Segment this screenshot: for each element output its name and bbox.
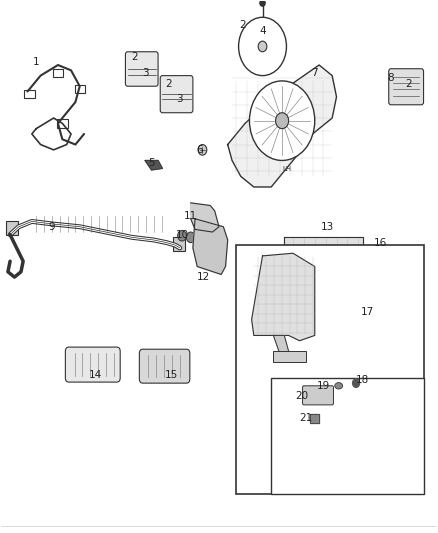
Text: 17: 17 (360, 306, 374, 317)
Text: 12: 12 (197, 272, 210, 282)
Bar (74, 85, 85, 93)
FancyBboxPatch shape (389, 69, 424, 105)
Polygon shape (228, 65, 336, 187)
Text: 2: 2 (240, 20, 246, 30)
Circle shape (250, 81, 315, 160)
Circle shape (276, 113, 289, 128)
Text: 9: 9 (48, 222, 55, 232)
Text: 7: 7 (311, 68, 318, 78)
Circle shape (353, 379, 360, 387)
Circle shape (178, 230, 186, 241)
Polygon shape (191, 203, 219, 232)
Text: 3: 3 (142, 68, 148, 78)
FancyBboxPatch shape (139, 349, 190, 383)
Polygon shape (193, 219, 228, 274)
Circle shape (198, 144, 207, 155)
Circle shape (239, 17, 286, 76)
FancyBboxPatch shape (65, 347, 120, 382)
Polygon shape (273, 335, 289, 354)
Text: 21: 21 (300, 413, 313, 423)
Bar (25, 90, 35, 99)
Text: 18: 18 (356, 375, 369, 385)
Bar (237, 245, 424, 495)
Polygon shape (252, 253, 315, 341)
Text: 20: 20 (295, 391, 308, 401)
Text: 10: 10 (176, 230, 189, 240)
Polygon shape (145, 160, 162, 170)
Text: 1: 1 (33, 58, 39, 67)
Text: 16: 16 (374, 238, 387, 248)
Text: 2: 2 (405, 78, 412, 88)
Bar (271, 378, 424, 495)
Text: 6: 6 (196, 145, 203, 155)
Bar (53, 69, 63, 77)
Text: 14: 14 (88, 370, 102, 380)
FancyBboxPatch shape (125, 52, 158, 86)
Bar (57, 119, 67, 127)
Bar (173, 237, 185, 251)
Text: 5: 5 (148, 158, 155, 168)
Text: 3: 3 (177, 94, 183, 104)
FancyBboxPatch shape (160, 76, 193, 113)
Circle shape (258, 41, 267, 52)
Text: 4: 4 (259, 26, 266, 36)
Polygon shape (284, 237, 363, 261)
Text: 2: 2 (166, 78, 172, 88)
Text: 8: 8 (388, 73, 394, 83)
Bar (6, 221, 18, 235)
Circle shape (186, 232, 195, 243)
Bar (273, 351, 306, 362)
FancyBboxPatch shape (303, 386, 333, 405)
Text: LH: LH (282, 166, 291, 173)
Text: 19: 19 (317, 381, 330, 391)
Text: 13: 13 (321, 222, 335, 232)
Text: 11: 11 (184, 211, 198, 221)
Ellipse shape (335, 383, 343, 389)
Polygon shape (311, 414, 319, 423)
Text: 15: 15 (165, 370, 178, 380)
Circle shape (260, 0, 265, 6)
Text: 2: 2 (131, 52, 138, 62)
